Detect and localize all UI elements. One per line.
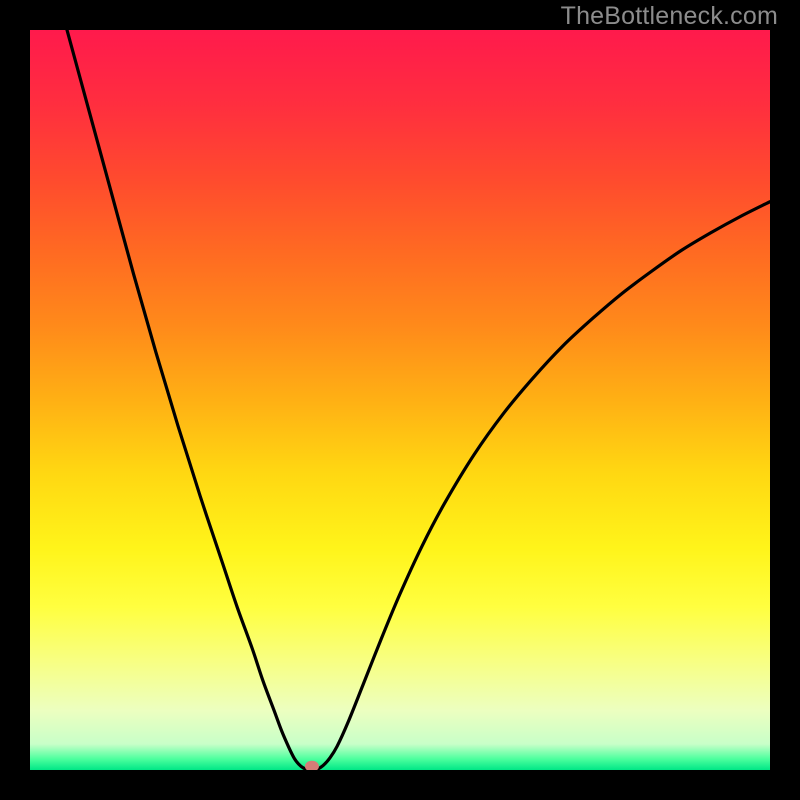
gradient-background [30,30,770,770]
chart-frame: TheBottleneck.com [0,0,800,800]
plot-svg [30,30,770,770]
watermark-text: TheBottleneck.com [561,2,778,31]
plot-area [30,30,770,770]
